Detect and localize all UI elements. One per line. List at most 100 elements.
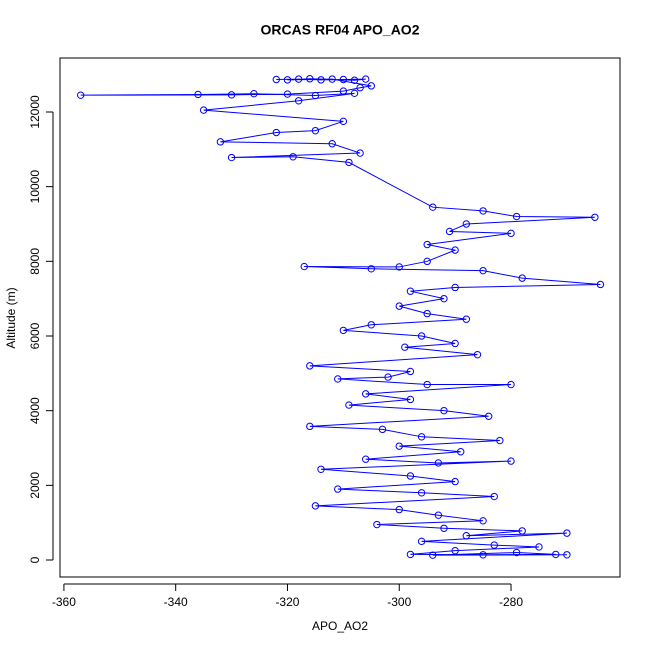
point [490,492,498,501]
point [339,326,348,335]
point [317,465,325,473]
point [423,257,431,266]
point [311,91,320,100]
point [317,76,325,84]
point [283,76,292,84]
point [339,117,348,126]
point [417,332,426,340]
y-tick-label: 8000 [28,248,42,275]
point [306,362,314,370]
y-tick-label: 2000 [28,472,42,499]
y-tick-label: 10000 [28,170,42,204]
point [596,280,605,289]
point [490,541,498,549]
point [367,321,375,329]
point [401,343,409,351]
point [457,448,465,456]
point [289,153,297,161]
point [395,263,403,271]
point [512,548,521,557]
point [395,442,403,450]
point [417,489,426,497]
point [507,380,515,389]
point [395,505,403,514]
point [356,84,364,92]
point [434,511,443,519]
y-tick-label: 4000 [28,397,42,424]
point [300,262,308,271]
x-tick-label: -340 [164,595,188,609]
point [362,455,370,463]
point [473,350,482,359]
point [367,82,375,90]
point [479,551,487,559]
point [406,550,415,559]
x-tick-label: -280 [499,595,523,609]
y-tick-label: 6000 [28,322,42,349]
point [76,91,85,99]
point [440,406,448,415]
point [479,207,487,215]
point [306,75,314,83]
point [272,75,280,84]
point [345,401,353,409]
point [429,203,437,211]
point [535,543,543,551]
point [434,459,443,467]
point [512,212,521,221]
point [462,315,471,323]
point [451,546,459,555]
point [367,265,375,273]
point [199,106,208,114]
point [496,436,504,445]
point [272,128,280,137]
point [283,90,292,98]
point [384,373,392,381]
point [563,529,571,537]
point [406,472,415,480]
point [440,524,448,532]
point [479,266,487,275]
point [356,149,364,157]
point [294,75,303,83]
point [362,75,370,83]
x-axis-label: APO_AO2 [312,619,368,633]
point [395,302,403,310]
point [373,520,381,529]
point [350,89,359,98]
point [350,76,359,84]
point [440,294,448,303]
point [429,551,437,559]
point [484,412,493,420]
point [518,527,526,535]
point [451,246,459,254]
x-tick-label: -320 [275,595,299,609]
point [345,158,353,167]
point [328,140,336,148]
point [250,89,258,98]
point [339,75,348,84]
point [451,283,459,292]
plot-frame [59,57,621,578]
point [591,213,599,221]
point [479,517,487,525]
point [507,229,515,238]
point [227,91,236,99]
point [417,537,426,546]
point [462,532,471,540]
point [311,502,320,510]
point [378,425,387,434]
point [462,220,471,228]
point [311,126,320,135]
y-axis-label: Altitude (m) [4,287,18,348]
point [334,375,342,383]
point [406,395,415,404]
point [194,90,202,99]
y-tick-label: 0 [28,556,42,563]
chart-title: ORCAS RF04 APO_AO2 [261,22,420,38]
series-line [80,78,601,556]
point [216,138,225,146]
point [451,339,459,348]
